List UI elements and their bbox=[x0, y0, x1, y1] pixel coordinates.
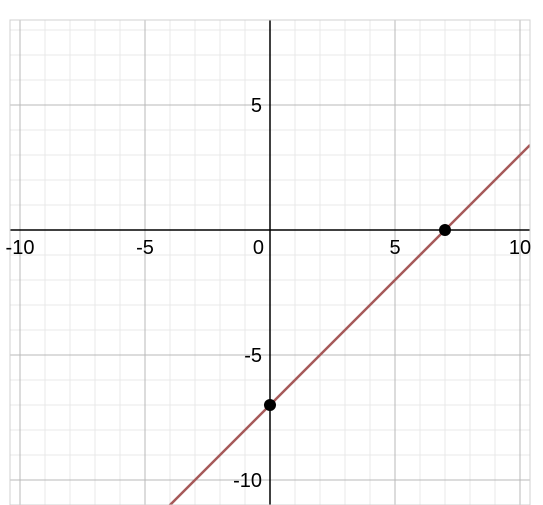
y-tick-label: -5 bbox=[244, 345, 262, 367]
y-tick-label: -10 bbox=[233, 470, 262, 492]
coordinate-plane-chart: -10 -5 0 5 10 5 -5 -10 bbox=[0, 0, 543, 505]
x-tick-label: 10 bbox=[509, 237, 531, 259]
y-tick-label: 5 bbox=[251, 95, 262, 117]
plotted-point-0 bbox=[439, 224, 451, 236]
x-tick-label: -10 bbox=[6, 237, 35, 259]
chart-svg: -10 -5 0 5 10 5 -5 -10 bbox=[0, 0, 543, 505]
plotted-point-1 bbox=[264, 399, 276, 411]
x-tick-label: 0 bbox=[253, 237, 264, 259]
x-tick-label: -5 bbox=[136, 237, 154, 259]
x-tick-label: 5 bbox=[389, 237, 400, 259]
